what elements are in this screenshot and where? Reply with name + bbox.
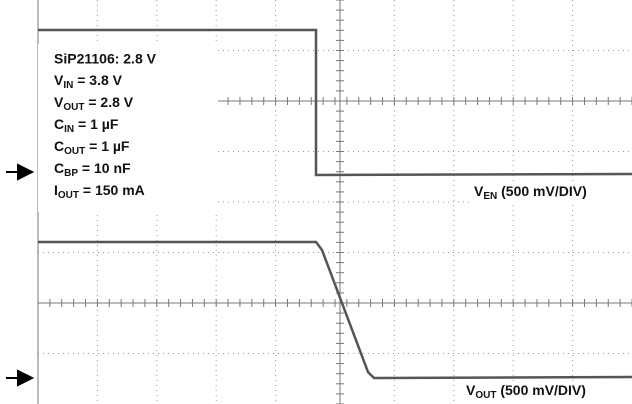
ven-trace (38, 28, 632, 177)
subscript: BP (64, 168, 78, 179)
setting-line: CIN = 1 µF (54, 116, 119, 135)
value: = 1 µF (74, 116, 119, 132)
value: (500 mV/DIV) (497, 183, 586, 199)
value: = 3.8 V (73, 72, 122, 88)
symbol: C (54, 116, 64, 132)
setting-line: CBP = 10 nF (54, 160, 131, 179)
value: = 1 µF (85, 138, 130, 154)
setting-line: VOUT = 2.8 V (54, 94, 134, 113)
vout-label-bg (462, 381, 632, 403)
channel-label: VOUT (500 mV/DIV) (466, 382, 586, 401)
symbol: V (466, 382, 476, 398)
settings-box (38, 44, 218, 212)
channel-label: VEN (500 mV/DIV) (474, 183, 587, 202)
ven-ground-arrow (6, 163, 35, 181)
subscript: OUT (58, 190, 79, 201)
value: = 10 nF (78, 160, 131, 176)
subscript: OUT (64, 146, 85, 157)
setting-line: COUT = 1 µF (54, 138, 130, 157)
symbol: V (54, 72, 64, 88)
vout-trace (38, 240, 632, 380)
symbol: V (54, 94, 64, 110)
value: (500 mV/DIV) (496, 382, 585, 398)
setting-line: VIN = 3.8 V (54, 72, 123, 91)
device-label: SiP21106: 2.8 V (54, 51, 157, 67)
ven-label-bg (470, 182, 632, 204)
setting-line: IOUT = 150 mA (54, 182, 145, 201)
value: = 2.8 V (84, 94, 133, 110)
value: = 150 mA (79, 182, 145, 198)
subscript: OUT (475, 390, 496, 401)
subscript: IN (64, 124, 74, 135)
symbol: V (474, 183, 484, 199)
subscript: OUT (63, 102, 84, 113)
symbol: C (54, 160, 64, 176)
symbol: C (54, 138, 64, 154)
subscript: IN (63, 80, 73, 91)
channel-labels: VEN (500 mV/DIV)VOUT (500 mV/DIV) (466, 183, 587, 401)
subscript: EN (483, 191, 497, 202)
vout-ground-arrow (6, 369, 35, 387)
symbol: I (54, 182, 58, 198)
